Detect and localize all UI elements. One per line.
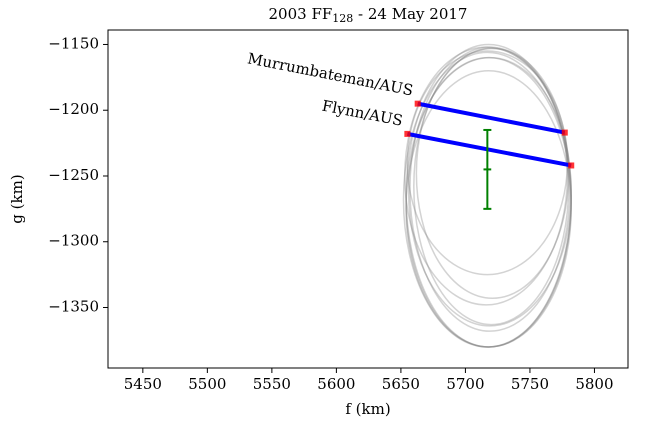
fit-ellipse [402,51,572,348]
x-tick-label: 5450 [124,375,162,393]
x-axis-label: f (km) [345,400,390,418]
chord-endpoint [561,129,568,136]
fit-ellipse [415,47,570,300]
fit-ellipse [409,46,571,332]
x-tick-label: 5700 [446,375,484,393]
y-tick-label: −1150 [48,34,99,52]
fit-ellipse [405,56,572,348]
chord-endpoint [568,162,575,169]
x-tick-label: 5750 [511,375,549,393]
y-tick-label: −1300 [48,232,99,250]
chord [406,131,572,168]
y-tick-label: −1250 [48,166,99,184]
fit-ellipse [405,70,572,348]
fit-ellipse [405,43,572,348]
y-axis-label: g (km) [8,174,26,223]
x-tick-label: 5550 [253,375,291,393]
title-subscript: 128 [332,12,353,25]
x-tick-label: 5650 [382,375,420,393]
fit-ellipse [404,46,569,306]
x-tick-label: 5600 [317,375,355,393]
title-part: 2003 FF [269,5,333,23]
y-tick-label: −1350 [48,298,99,316]
fit-ellipse [407,56,572,327]
title-part: - 24 May 2017 [353,5,467,23]
chord-endpoint [414,100,421,107]
chord-endpoint [404,130,411,137]
y-tick-label: −1200 [48,100,99,118]
x-tick-label: 5800 [575,375,613,393]
plot-frame [107,29,629,369]
chord-label: Murrumbateman/AUS [246,49,415,99]
chord [417,101,566,135]
chord-label: Flynn/AUS [321,97,405,130]
chart-title: 2003 FF128 - 24 May 2017 [269,5,468,25]
fit-ellipse [413,47,570,326]
x-tick-label: 5500 [188,375,226,393]
